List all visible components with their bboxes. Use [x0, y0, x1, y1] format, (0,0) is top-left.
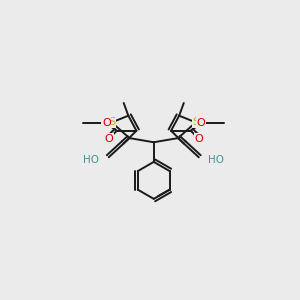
- Text: HO: HO: [83, 154, 100, 165]
- Text: O: O: [104, 134, 113, 144]
- Text: O: O: [102, 118, 111, 128]
- Text: O: O: [194, 134, 203, 144]
- Text: HO: HO: [208, 154, 224, 165]
- Text: S: S: [192, 117, 200, 128]
- Text: O: O: [197, 118, 206, 128]
- Text: S: S: [108, 117, 115, 128]
